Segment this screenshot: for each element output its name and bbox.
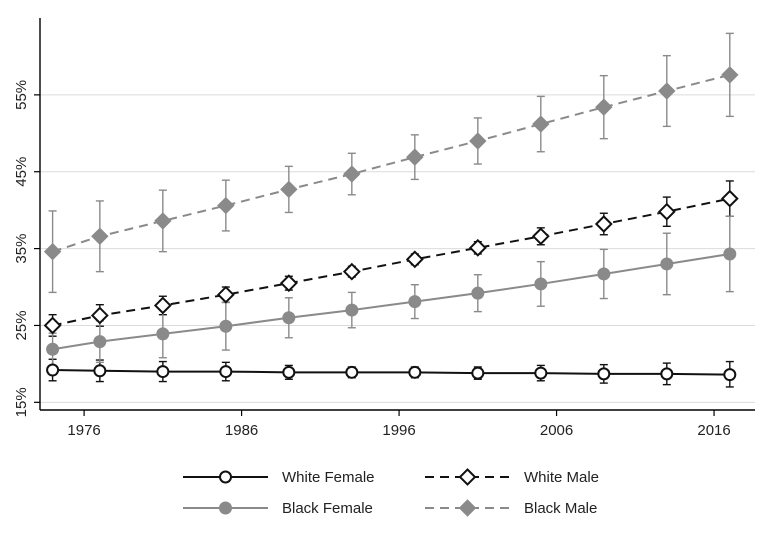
white-male-line: [52, 197, 731, 327]
black-female-point: [46, 342, 60, 356]
white-female-point: [345, 365, 359, 379]
black-male-point: [217, 196, 235, 215]
white-female-point: [723, 368, 737, 382]
plot-area: [40, 18, 755, 410]
black-female-point: [534, 277, 548, 291]
series-lines: [52, 73, 731, 376]
series-markers: [43, 66, 739, 382]
white-male-point: [468, 238, 487, 257]
black-male-point: [469, 132, 487, 150]
black-female-point: [282, 311, 296, 325]
y-tick-label: 25%: [13, 310, 30, 340]
y-tick-label: 45%: [13, 157, 30, 187]
white-female-point: [219, 365, 233, 379]
black-male-point: [91, 227, 109, 245]
black-female-point: [471, 286, 485, 300]
white-female-point: [156, 365, 170, 379]
legend: White Female White Male Black Female Black …: [183, 468, 599, 517]
white-male-point: [720, 189, 739, 208]
black-male-point: [721, 66, 739, 84]
white-male-point: [216, 285, 235, 304]
y-tick-label: 35%: [13, 234, 30, 264]
black-female-point: [345, 303, 359, 317]
y-tick-label: 55%: [13, 80, 30, 110]
black-female-point: [156, 327, 170, 341]
white-female-point: [471, 366, 485, 380]
white-male-point: [90, 306, 109, 325]
black-male-point: [595, 98, 613, 116]
white-male-point: [405, 250, 424, 269]
black-male-point: [406, 148, 424, 166]
white-male-point: [279, 274, 298, 293]
black-female-point: [660, 257, 674, 271]
x-tick-label: 2006: [540, 422, 573, 439]
legend-white-male-label: White Male: [524, 469, 599, 486]
legend-white-female-marker: [219, 470, 232, 484]
white-male-point: [594, 215, 613, 233]
white-female-point: [46, 363, 60, 377]
white-female-point: [93, 364, 107, 378]
grid: [40, 94, 755, 403]
black-male-point: [658, 82, 676, 100]
black-female-point: [219, 319, 233, 333]
white-female-point: [534, 366, 548, 380]
legend-black-male-marker: [458, 499, 477, 517]
white-female-point: [597, 367, 611, 381]
y-tick-label: 15%: [13, 387, 30, 417]
black-male-point: [43, 242, 62, 261]
black-female-point: [93, 335, 107, 349]
white-female-point: [660, 367, 674, 381]
black-female-point: [723, 247, 737, 261]
legend-white-female-label: White Female: [282, 469, 375, 486]
white-male-point: [153, 296, 172, 315]
y-ticks: 15% 25% 35% 45% 55%: [13, 80, 40, 417]
white-female-point: [408, 365, 422, 379]
white-male-point: [531, 227, 550, 246]
white-male-point: [657, 202, 676, 221]
black-female-line: [52, 252, 730, 351]
black-male-point: [343, 165, 361, 183]
x-tick-label: 1996: [382, 422, 415, 439]
black-female-point: [597, 267, 611, 281]
white-male-point: [342, 262, 361, 281]
white-male-point: [43, 316, 62, 335]
legend-black-female-marker: [219, 501, 232, 515]
black-female-point: [408, 295, 422, 309]
x-tick-label: 1976: [67, 422, 100, 439]
x-ticks: 1976 1986 1996 2006 2016: [67, 410, 731, 439]
legend-black-female-label: Black Female: [282, 500, 373, 517]
x-tick-label: 2016: [697, 422, 730, 439]
legend-black-male-label: Black Male: [524, 500, 597, 517]
x-tick-label: 1986: [225, 422, 258, 439]
white-female-line: [52, 369, 730, 376]
legend-white-male-marker: [458, 468, 477, 486]
white-female-point: [282, 365, 296, 379]
black-male-point: [154, 212, 172, 230]
black-male-point: [280, 180, 298, 199]
black-male-point: [532, 115, 550, 133]
